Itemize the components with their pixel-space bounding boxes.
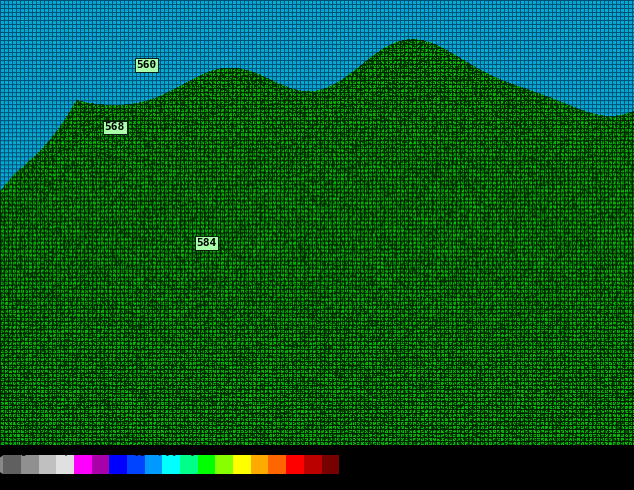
Text: 36: 36	[278, 475, 288, 484]
Bar	[216, 455, 233, 474]
Text: -30: -30	[71, 475, 85, 484]
Text: 584: 584	[197, 238, 217, 248]
Bar	[162, 455, 180, 474]
Bar	[304, 455, 321, 474]
Bar	[91, 455, 109, 474]
Bar	[3, 455, 21, 474]
Bar	[109, 455, 127, 474]
Text: -38: -38	[52, 475, 66, 484]
Text: 18: 18	[223, 475, 232, 484]
Text: Height/Temp. 500 hPa [gdmp][°C] ECMWF: Height/Temp. 500 hPa [gdmp][°C] ECMWF	[2, 446, 233, 456]
Text: 24: 24	[241, 475, 250, 484]
Text: 42: 42	[297, 475, 306, 484]
Text: 12: 12	[204, 475, 213, 484]
Bar	[56, 455, 74, 474]
Text: -18: -18	[108, 475, 122, 484]
Bar	[233, 455, 251, 474]
Text: 30: 30	[260, 475, 269, 484]
Text: 54: 54	[335, 475, 344, 484]
Bar	[74, 455, 91, 474]
Text: -54: -54	[0, 475, 10, 484]
Bar	[39, 455, 56, 474]
Text: -24: -24	[89, 475, 103, 484]
Text: 568: 568	[105, 122, 125, 132]
Bar	[21, 455, 39, 474]
Bar	[180, 455, 198, 474]
Text: Su 02-06-2024 12:00 UTC (12+96): Su 02-06-2024 12:00 UTC (12+96)	[438, 446, 632, 456]
Bar	[268, 455, 286, 474]
Text: 8: 8	[188, 475, 192, 484]
Bar	[321, 455, 339, 474]
Text: 48: 48	[316, 475, 325, 484]
Bar	[198, 455, 216, 474]
Bar	[127, 455, 145, 474]
Text: -48: -48	[15, 475, 29, 484]
Polygon shape	[0, 455, 3, 474]
Text: -12: -12	[127, 475, 141, 484]
Bar	[286, 455, 304, 474]
Bar	[145, 455, 162, 474]
Bar	[251, 455, 268, 474]
Text: 560: 560	[136, 60, 157, 70]
Text: -8: -8	[148, 475, 157, 484]
Text: -42: -42	[34, 475, 48, 484]
Text: 0: 0	[169, 475, 174, 484]
